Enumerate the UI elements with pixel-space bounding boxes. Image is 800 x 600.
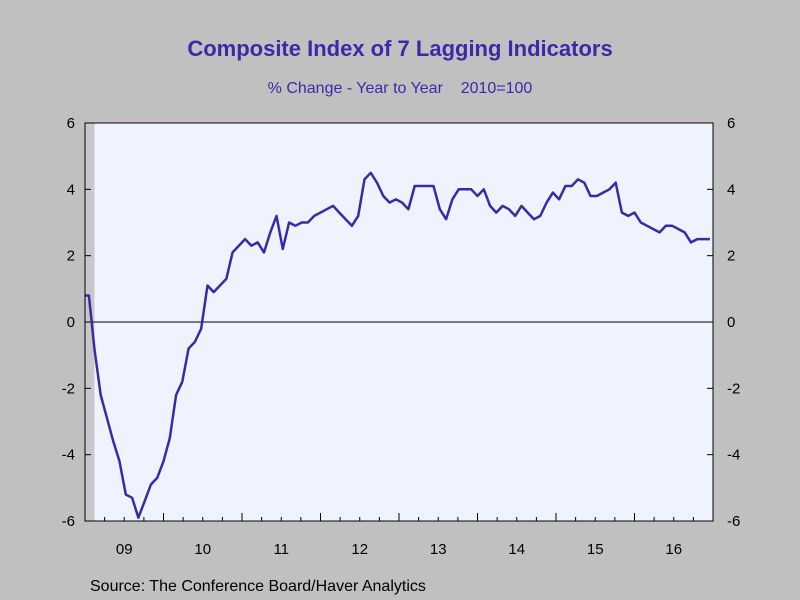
- y-tick-label-left: -6: [62, 513, 75, 530]
- y-tick-label-left: 2: [67, 248, 75, 265]
- y-tick-label-right: 2: [727, 248, 735, 265]
- x-tick-label: 16: [665, 541, 682, 558]
- y-tick-label-left: 4: [67, 181, 75, 198]
- y-tick-label-right: -6: [727, 513, 740, 530]
- y-tick-label-right: 6: [727, 115, 735, 132]
- y-tick-label-right: 0: [727, 314, 735, 331]
- y-tick-label-left: 6: [67, 115, 75, 132]
- x-tick-label: 09: [116, 541, 133, 558]
- x-tick-label: 14: [508, 541, 525, 558]
- y-tick-label-left: -4: [62, 447, 75, 464]
- series-line: [85, 171, 710, 519]
- x-tick-label: 15: [587, 541, 604, 558]
- x-tick-label: 11: [273, 541, 289, 558]
- plot-frame: [84, 122, 714, 522]
- chart-subtitle: % Change - Year to Year 2010=100: [267, 80, 533, 97]
- y-tick-label-left: 0: [67, 314, 75, 331]
- y-tick-label-left: -2: [62, 380, 75, 397]
- chart-source: Source: The Conference Board/Haver Analy…: [90, 578, 426, 595]
- y-tick-label-right: 4: [727, 181, 735, 198]
- x-tick-label: 12: [351, 541, 368, 558]
- x-tick-label: 13: [430, 541, 447, 558]
- y-tick-label-right: -4: [727, 447, 740, 464]
- y-tick-label-right: -2: [727, 380, 740, 397]
- x-tick-label: 10: [194, 541, 211, 558]
- chart-title: Composite Index of 7 Lagging Indicators: [187, 36, 613, 61]
